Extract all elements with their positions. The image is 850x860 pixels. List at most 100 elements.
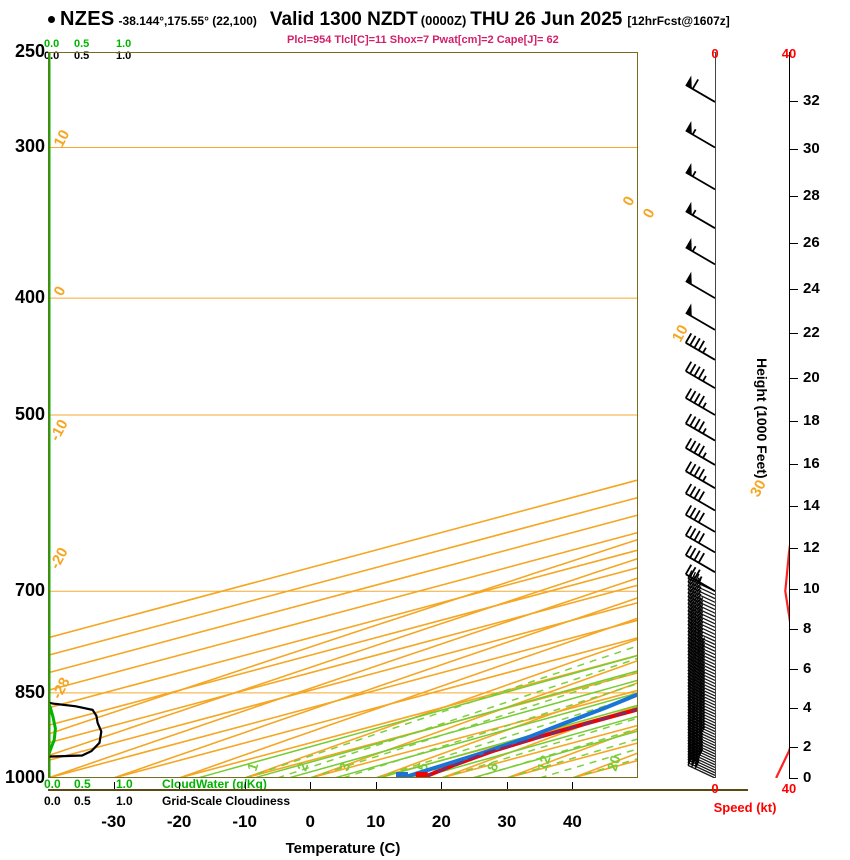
height-tick-0: 0 <box>803 769 812 786</box>
pressure-tick-850: 850 <box>14 681 45 702</box>
height-tick-mark <box>789 421 798 423</box>
height-tick-16: 16 <box>803 455 820 473</box>
temperature-tick-mark <box>572 782 574 790</box>
wind-barb-panel <box>640 25 762 779</box>
height-tick-mark <box>789 547 798 549</box>
svg-text:20: 20 <box>604 753 624 773</box>
height-tick-mark <box>789 149 798 151</box>
plot-border <box>48 52 638 778</box>
svg-text:10: 10 <box>51 127 74 150</box>
cloudiness-scale-bottom: 0.0 0.5 1.0 Grid-Scale Cloudiness <box>44 794 290 808</box>
height-tick-14: 14 <box>803 497 820 515</box>
speed-tick-0: 0 <box>711 781 719 796</box>
height-tick-mark <box>789 708 798 710</box>
axes.cloudwater-tick-0: 0.0 <box>44 777 61 791</box>
temperature-tick--30: -30 <box>101 812 126 831</box>
axes.cloudiness-tick-2: 1.0 <box>116 794 133 808</box>
axes.cloudiness-tick-2: 1.0 <box>116 50 132 62</box>
height-tick-mark <box>789 377 798 379</box>
height-tick-mark <box>789 333 798 335</box>
valid-time-utc: (0000Z) <box>420 13 467 28</box>
speed-tick-0: 0 <box>711 46 719 61</box>
temperature-tick-0: 0 <box>305 812 315 831</box>
speed-axis-label: Speed (kt) <box>713 800 777 815</box>
height-tick-mark <box>789 242 798 244</box>
pressure-tick-400: 400 <box>14 287 45 308</box>
cloudwater-axis-name: CloudWater (g/Kg) <box>162 777 267 791</box>
pressure-tick-700: 700 <box>14 580 45 601</box>
pressure-axis: 250 300 400 500 700 850 1000 <box>0 41 45 787</box>
temperature-tick-mark <box>375 782 377 790</box>
height-tick-20: 20 <box>803 368 820 386</box>
skewt-plot-area: 10 0 -10 -20 -28 0 1 2 3 5 8 12 20 <box>48 52 638 778</box>
height-tick-mark <box>789 629 798 631</box>
height-tick-mark <box>789 778 798 779</box>
height-tick-12: 12 <box>803 538 820 556</box>
temperature-tick-mark <box>179 782 181 790</box>
height-tick-2: 2 <box>803 737 812 755</box>
speed-tick-80: 80 <box>843 46 850 61</box>
cloudiness-axis-name: Grid-Scale Cloudiness <box>162 794 291 808</box>
height-tick-mark <box>789 506 798 508</box>
sounding-indices: Plcl=954 Tlcl[C]=11 Shox=7 Pwat[cm]=2 Ca… <box>287 34 559 46</box>
temperature-tick-mark <box>244 782 246 790</box>
speed-tick-40: 40 <box>781 46 797 61</box>
pressure-tick-300: 300 <box>14 136 45 157</box>
height-tick-mark <box>789 288 798 290</box>
temperature-tick-20: 20 <box>431 812 451 831</box>
forecast-info: [12hrFcst@1607z] <box>627 14 730 28</box>
axes.cloudwater-tick-1: 0.5 <box>74 777 91 791</box>
temperature-tick--20: -20 <box>166 812 192 831</box>
height-tick-4: 4 <box>803 699 812 717</box>
height-axis-label: Height (1000 Feet) <box>754 358 770 479</box>
pressure-tick-250: 250 <box>14 41 45 61</box>
speed-tick-40: 40 <box>781 781 797 796</box>
height-tick-24: 24 <box>803 279 820 297</box>
height-tick-30: 30 <box>803 140 820 158</box>
height-tick-mark <box>789 668 798 670</box>
height-tick-18: 18 <box>803 412 820 430</box>
temperature-tick-mark <box>506 782 508 790</box>
height-tick-6: 6 <box>803 659 812 677</box>
cloudwater-scale-bottom: 0.0 0.5 1.0 CloudWater (g/Kg) <box>44 777 267 791</box>
temperature-tick-10: 10 <box>366 812 386 831</box>
station-dot-icon <box>48 15 55 23</box>
height-tick-mark <box>789 100 798 102</box>
header-title-row: NZES -38.144°,175.55° (22,100) Valid 1300 … <box>48 8 730 31</box>
cloudiness-scale-top: 0.0 0.5 1.0 <box>44 50 158 62</box>
temperature-tick-mark <box>113 782 115 790</box>
temperature-tick--10: -10 <box>232 812 257 831</box>
svg-text:12: 12 <box>534 753 554 773</box>
axes.cloudiness-tick-1: 0.5 <box>74 50 90 62</box>
height-tick-mark <box>789 196 798 198</box>
temperature-tick-30: 30 <box>497 812 517 831</box>
axes.cloudwater-tick-0: 0.0 <box>44 38 60 50</box>
height-tick-22: 22 <box>803 324 820 342</box>
cloudwater-scale-top: 0.0 0.5 1.0 <box>44 38 158 50</box>
bottom-axis-line <box>48 789 748 791</box>
height-axis-line <box>789 52 790 778</box>
height-tick-26: 26 <box>803 233 820 251</box>
axes.cloudwater-tick-1: 0.5 <box>74 38 90 50</box>
temperature-tick-mark <box>310 782 312 790</box>
height-tick-mark <box>789 588 798 590</box>
chart-header: NZES -38.144°,175.55° (22,100) Valid 1300 … <box>0 8 850 32</box>
speed-tick-80: 80 <box>843 781 850 796</box>
wind-barbs <box>684 25 716 779</box>
pressure-tick-500: 500 <box>14 404 45 424</box>
axes.cloudwater-tick-2: 1.0 <box>116 777 133 791</box>
temperature-tick-40: 40 <box>562 812 582 831</box>
temperature-axis-label: Temperature (C) <box>285 840 401 857</box>
temperature-tick-mark <box>441 782 443 790</box>
height-tick-mark <box>789 464 798 466</box>
height-tick-8: 8 <box>803 620 812 638</box>
height-tick-10: 10 <box>803 579 820 597</box>
height-tick-mark <box>789 746 798 748</box>
station-coordinates: -38.144°,175.55° (22,100) <box>118 14 257 28</box>
wind-axis-line <box>715 52 716 778</box>
valid-time: Valid 1300 NZDT <box>269 9 418 30</box>
pressure-tick-1000: 1000 <box>4 767 45 787</box>
axes.cloudwater-tick-2: 1.0 <box>116 38 132 50</box>
